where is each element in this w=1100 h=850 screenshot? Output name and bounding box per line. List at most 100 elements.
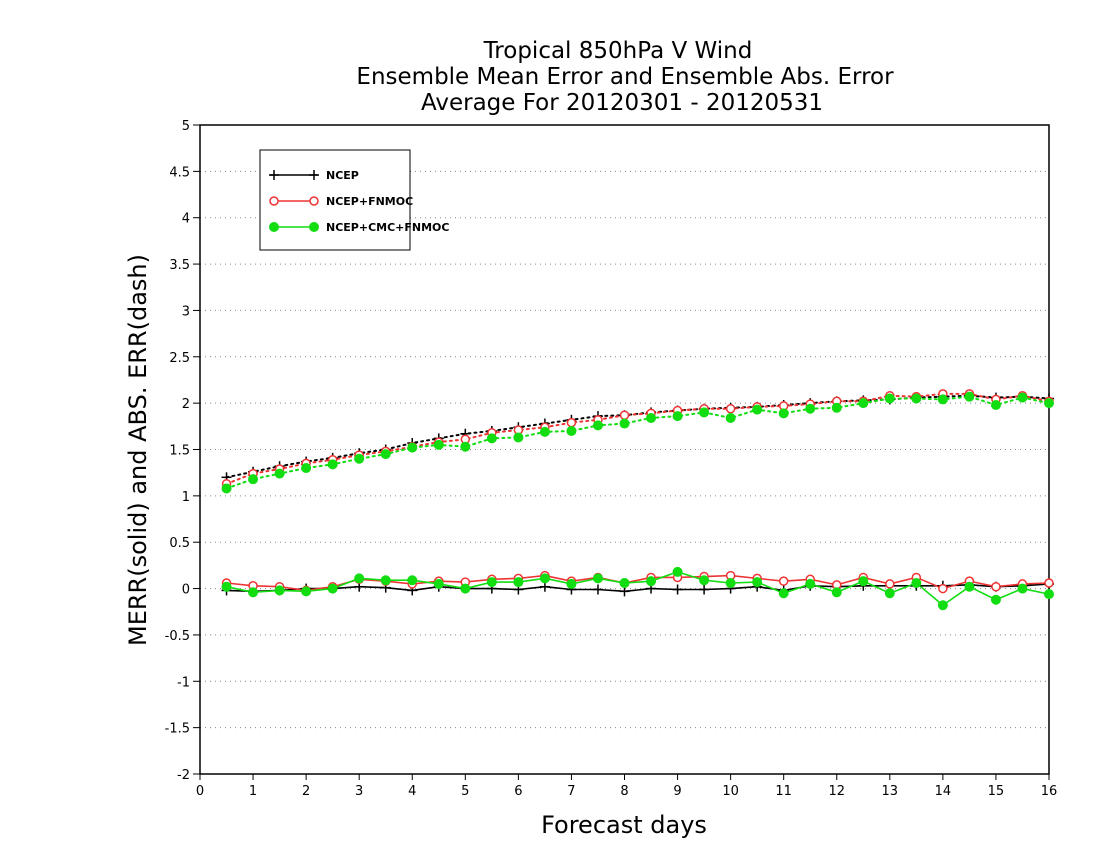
data-point-mean-error — [248, 587, 259, 598]
x-tick-label: 10 — [722, 784, 739, 799]
data-point-mean-error — [752, 577, 763, 588]
legend-marker — [269, 196, 279, 206]
series-lines — [225, 392, 1050, 607]
data-point-mean-error — [566, 578, 577, 589]
data-point-mean-error — [964, 581, 975, 592]
data-point-abs-error — [592, 420, 603, 431]
data-point-abs-error — [672, 411, 683, 422]
y-tick-label: 2 — [182, 397, 190, 412]
x-tick-label: 14 — [935, 784, 952, 799]
data-point-abs-error — [725, 403, 736, 414]
data-point-abs-error — [354, 453, 365, 464]
data-point-abs-error — [407, 442, 418, 453]
data-point-mean-error — [858, 576, 869, 587]
data-point-abs-error — [433, 439, 444, 450]
y-tick-label: 3 — [182, 304, 190, 319]
x-tick-label: 1 — [249, 784, 257, 799]
data-point-mean-error — [725, 578, 736, 589]
data-point-mean-error — [301, 586, 312, 597]
data-point-abs-error — [274, 468, 285, 479]
data-point-mean-error — [592, 584, 603, 595]
series-line-abs-error — [225, 395, 1050, 490]
data-point-mean-error — [699, 575, 710, 586]
data-point-abs-error — [778, 408, 789, 419]
y-tick-label: 0 — [182, 583, 190, 598]
data-point-mean-error — [380, 575, 391, 586]
data-point-mean-error — [805, 578, 816, 589]
y-tick-label: 0.5 — [169, 536, 190, 551]
data-point-abs-error — [221, 483, 232, 494]
data-point-abs-error — [380, 449, 391, 460]
data-point-abs-error — [699, 407, 710, 418]
y-axis-label: MERR(solid) and ABS. ERR(dash) — [124, 254, 152, 646]
legend-marker — [309, 170, 319, 180]
data-point-abs-error — [619, 418, 630, 429]
data-point-mean-error — [831, 587, 842, 598]
chart-title: Tropical 850hPa V Wind Ensemble Mean Err… — [356, 38, 894, 116]
data-point-mean-error — [991, 581, 1001, 592]
data-point-abs-error — [566, 417, 577, 428]
y-tick-label: 5 — [182, 119, 190, 134]
data-point-mean-error — [1017, 583, 1028, 594]
data-point-abs-error — [301, 463, 312, 474]
x-axis-label: Forecast days — [541, 811, 707, 839]
x-tick-label: 2 — [302, 784, 310, 799]
x-tick-label: 0 — [196, 784, 204, 799]
series-line-abs-error — [225, 394, 1050, 479]
legend: NCEP NCEP+FNMOC NCEP+CMC+FNMOC — [259, 149, 449, 251]
legend-marker — [269, 222, 279, 232]
data-point-mean-error — [619, 578, 630, 589]
y-tick-label: 4.5 — [169, 165, 190, 180]
x-tick-label: 8 — [620, 784, 628, 799]
data-point-mean-error — [274, 585, 285, 596]
y-tick-label: 3.5 — [169, 258, 190, 273]
series-markers — [221, 389, 1054, 611]
data-point-mean-error — [699, 584, 710, 595]
series-line-abs-error — [225, 392, 1050, 485]
data-point-abs-error — [964, 391, 975, 402]
y-tick-label: 1 — [182, 490, 190, 505]
data-point-mean-error — [938, 583, 948, 594]
data-point-abs-error — [646, 412, 657, 423]
y-tick-label: 1.5 — [169, 444, 190, 459]
data-point-abs-error — [460, 441, 471, 452]
data-point-mean-error — [539, 581, 550, 592]
legend-label: NCEP+CMC+FNMOC — [326, 221, 449, 234]
legend-label: NCEP+FNMOC — [326, 195, 413, 208]
data-point-abs-error — [884, 393, 895, 404]
data-point-mean-error — [884, 588, 895, 599]
data-point-mean-error — [1044, 578, 1054, 588]
data-point-abs-error — [990, 399, 1001, 410]
y-tick-label: -1.5 — [165, 722, 190, 737]
data-point-abs-error — [327, 459, 338, 470]
data-point-abs-error — [248, 474, 259, 485]
x-tick-label: 5 — [461, 784, 469, 799]
data-point-mean-error — [407, 575, 418, 586]
x-tick-label: 9 — [673, 784, 681, 799]
data-point-mean-error — [911, 578, 922, 589]
x-tick-label: 7 — [567, 784, 575, 799]
x-axis: 0 1 2 3 4 5 6 7 8 9 10 11 12 13 14 15 16 — [196, 774, 1057, 799]
data-point-abs-error — [619, 410, 630, 420]
data-point-mean-error — [778, 588, 789, 599]
data-point-mean-error — [513, 577, 524, 588]
legend-marker — [309, 222, 319, 232]
data-point-abs-error — [752, 404, 763, 415]
data-point-mean-error — [539, 573, 550, 584]
data-point-mean-error — [778, 576, 789, 586]
data-point-mean-error — [327, 583, 338, 594]
data-point-mean-error — [486, 577, 497, 588]
legend-label: NCEP — [326, 169, 359, 182]
data-point-mean-error — [990, 594, 1001, 605]
y-tick-label: 2.5 — [169, 351, 190, 366]
data-point-abs-error — [566, 425, 577, 436]
data-point-abs-error — [539, 426, 550, 437]
y-tick-label: -0.5 — [165, 629, 190, 644]
legend-box — [259, 149, 411, 251]
data-point-mean-error — [885, 579, 895, 589]
x-tick-label: 12 — [828, 784, 845, 799]
data-point-abs-error — [486, 433, 497, 444]
data-point-abs-error — [858, 398, 869, 409]
data-point-abs-error — [937, 394, 948, 405]
